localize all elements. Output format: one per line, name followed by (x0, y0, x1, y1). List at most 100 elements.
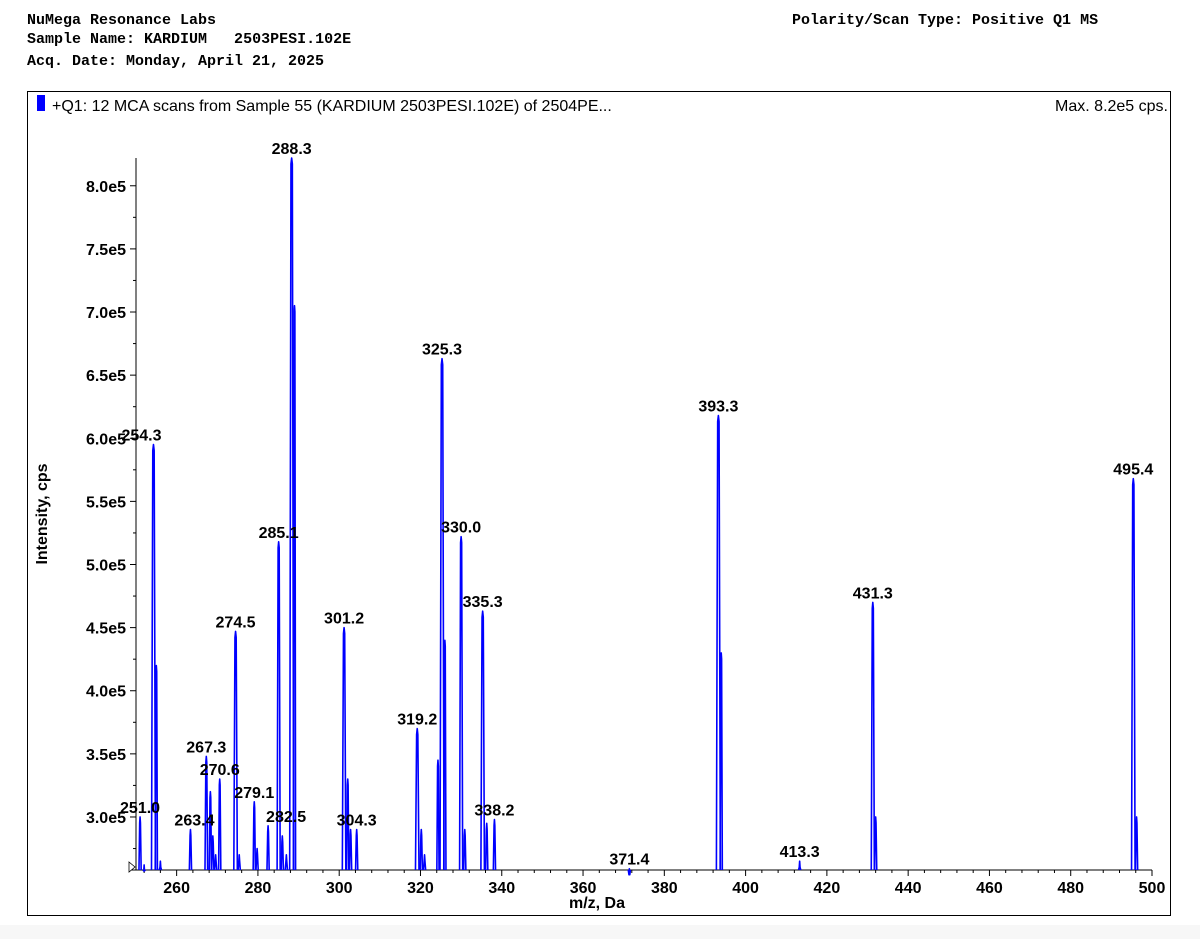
spectrum-peak (345, 778, 350, 871)
y-tick-label: 5.5e5 (86, 494, 126, 511)
peak-label: 267.3 (186, 739, 226, 756)
spectrum-peak (1134, 816, 1139, 871)
spectrum-peak (280, 835, 285, 871)
sample-name-value: KARDIUM 2503PESI.102E (144, 31, 352, 48)
spectrum-peak (208, 790, 213, 871)
spectrum-peak (797, 860, 802, 871)
sample-name-label: Sample Name: (27, 31, 136, 48)
peak-label: 319.2 (397, 712, 437, 729)
spectrum-peak (158, 860, 163, 871)
spectrum-peak (266, 825, 270, 871)
polarity-line: Polarity/Scan Type: Positive Q1 MS (792, 12, 1098, 29)
threshold-marker (128, 861, 136, 873)
spectrum-peak (138, 816, 142, 871)
spectrum-peak (255, 847, 260, 871)
spectrum-peak (422, 854, 427, 871)
peak-label: 304.3 (337, 813, 377, 830)
spectrum-peak (284, 854, 289, 871)
x-tick-label: 280 (245, 880, 272, 897)
peak-label: 330.0 (441, 520, 481, 537)
spectrum-peak (439, 357, 445, 871)
peak-label: 288.3 (272, 141, 312, 158)
spectrum-peak (150, 443, 157, 871)
spectrum-peak (436, 759, 440, 871)
peak-label: 279.1 (234, 785, 274, 802)
spectrum-peak (627, 867, 632, 876)
acq-date-line: Acq. Date: Monday, April 21, 2025 (27, 53, 324, 70)
acq-date-label: Acq. Date: (27, 53, 118, 70)
x-tick-label: 340 (488, 880, 515, 897)
x-tick-label: 420 (814, 880, 841, 897)
y-tick-label: 7.0e5 (86, 305, 126, 322)
peak-label: 495.4 (1113, 462, 1153, 479)
spectrum-peak (715, 414, 722, 871)
spectrum-peak (288, 157, 295, 871)
peak-label: 371.4 (609, 852, 649, 869)
peak-label: 413.3 (780, 844, 820, 861)
spectrum-peak (252, 801, 257, 871)
spectrum-peak (217, 778, 222, 871)
peak-label: 325.3 (422, 342, 462, 359)
y-tick-label: 5.0e5 (86, 557, 126, 574)
x-tick-label: 300 (326, 880, 353, 897)
x-tick-label: 480 (1057, 880, 1084, 897)
x-tick-label: 360 (570, 880, 597, 897)
polarity-value: Positive Q1 MS (972, 12, 1099, 29)
peak-label: 254.3 (121, 428, 161, 445)
spectrum-peak (484, 822, 489, 871)
spectrum-peak (292, 304, 297, 871)
y-tick-label: 4.5e5 (86, 621, 126, 638)
peak-label: 282.5 (266, 809, 306, 826)
polarity-label: Polarity/Scan Type: (792, 12, 964, 29)
spectrum-peak (1130, 477, 1136, 871)
mass-spectrum-chart: +Q1: 12 MCA scans from Sample 55 (KARDIU… (34, 95, 1168, 912)
peak-label: 251.0 (120, 800, 160, 817)
spectrum-peak (341, 626, 347, 871)
peak-label: 335.3 (463, 594, 503, 611)
spectrum-peak (188, 828, 193, 871)
acq-date-value: Monday, April 21, 2025 (126, 53, 325, 70)
spectrum-peak (210, 835, 215, 871)
spectrum-peak (873, 816, 878, 871)
spectrum-peak (237, 854, 242, 871)
spectrum-peak (719, 652, 724, 871)
sample-name-line: Sample Name: KARDIUM 2503PESI.102E (27, 31, 351, 48)
spectrum-peak (462, 828, 467, 871)
peak-label: 338.2 (474, 803, 514, 820)
spectrum-peak (213, 854, 218, 871)
spectrum-trace (138, 157, 1139, 876)
peak-label: 431.3 (853, 585, 893, 602)
peak-label: 393.3 (698, 399, 738, 416)
x-axis-label: m/z, Da (569, 895, 625, 912)
spectrum-peak (870, 601, 876, 871)
spectrum-peak (233, 630, 239, 871)
spectrum-peak (276, 540, 281, 871)
spectrum-peak (204, 755, 209, 871)
spectrum-peak (354, 828, 359, 871)
chart-title: +Q1: 12 MCA scans from Sample 55 (KARDIU… (52, 98, 612, 115)
spectrum-peak (348, 828, 353, 871)
spectrum-peak (492, 818, 497, 871)
y-tick-label: 8.0e5 (86, 179, 126, 196)
spectrum-peak (142, 864, 146, 872)
x-tick-label: 400 (732, 880, 759, 897)
y-axis-label: Intensity, cps (34, 463, 51, 564)
spectrum-peak (414, 727, 420, 871)
peak-label: 285.1 (259, 525, 299, 542)
peak-labels: 251.0 254.3 263.4 267.3 270.6 274.5 279.1 282.5… (120, 141, 1153, 869)
spectrum-peak (442, 639, 447, 871)
x-tick-label: 320 (407, 880, 434, 897)
legend-swatch (37, 95, 45, 111)
y-tick-label: 4.0e5 (86, 684, 126, 701)
max-intensity-label: Max. 8.2e5 cps. (1055, 98, 1168, 115)
y-tick-label: 6.0e5 (86, 431, 126, 448)
spectrum-peak (458, 535, 464, 871)
x-tick-label: 500 (1139, 880, 1166, 897)
y-tick-label: 3.0e5 (86, 810, 126, 827)
spectrum-peak (480, 610, 486, 871)
spectrum-peak (419, 828, 424, 871)
x-tick-label: 440 (895, 880, 922, 897)
y-tick-label: 6.5e5 (86, 368, 126, 385)
y-axis-ticks: 3.0e5 3.5e5 4.0e5 4.5e5 5.0e5 5.5e5 6.0e5 6.5e5… (86, 179, 136, 850)
peak-label: 263.4 (174, 813, 214, 830)
